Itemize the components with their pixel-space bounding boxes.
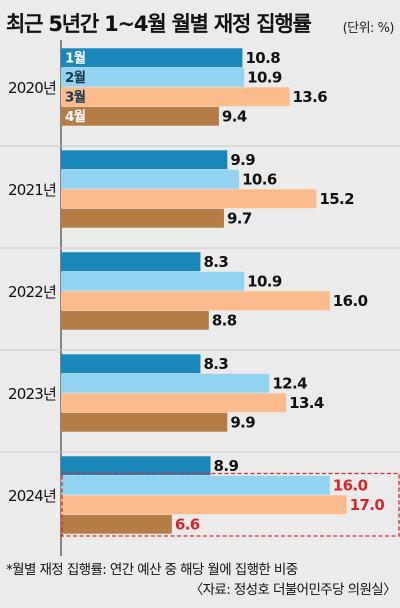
value-label: 8.9 [214,457,239,475]
value-label: 8.3 [203,355,228,373]
unit-label: (단위: %) [342,21,395,36]
value-label: 10.9 [247,69,282,87]
bar-4-3 [61,514,172,534]
value-label: 15.2 [319,190,354,208]
bar-1-0 [61,150,228,170]
value-label: 16.0 [333,292,368,310]
value-label: 9.9 [230,414,255,432]
value-label: 6.6 [175,516,200,534]
value-label: 13.4 [289,394,324,412]
value-label: 8.3 [203,253,228,271]
legend-label: 2월 [65,69,86,86]
bar-3-0 [61,354,201,374]
bar-2-2 [61,291,330,311]
value-label: 16.0 [333,477,368,495]
footnote: *월별 재정 집행률: 연간 예산 중 해당 월에 집행한 비중 [6,562,298,578]
bar-2-3 [61,310,209,330]
value-label: 9.4 [222,108,247,126]
year-label: 2023년 [8,385,56,403]
legend-label: 3월 [65,89,86,106]
year-label: 2024년 [8,487,56,505]
bar-0-0 [61,48,243,68]
year-label: 2021년 [8,181,56,199]
value-label: 13.6 [292,88,327,106]
title-row: 최근 5년간 1~4월 월별 재정 집행률 (단위: %) [6,4,396,44]
bar-0-3 [61,106,219,126]
value-label: 9.9 [230,151,255,169]
value-label: 17.0 [350,496,385,514]
bar-1-3 [61,208,224,228]
value-label: 8.8 [212,312,237,330]
bar-4-1 [61,475,330,495]
legend-label: 1월 [65,50,86,67]
year-label: 2022년 [8,283,56,301]
bar-1-1 [61,169,240,189]
source-label: 〈자료: 정성호 더불어민주당 의원실〉 [189,582,397,598]
bar-3-3 [61,412,228,432]
highlight-box [61,472,400,537]
footnote-block: *월별 재정 집행률: 연간 예산 중 해당 월에 집행한 비중 〈자료: 정성… [6,560,397,600]
value-label: 12.4 [272,375,307,393]
bar-chart: 2020년 10.8 1월 10.9 2월 13.6 3월 9.4 4월 2021년 9.9 10.6… [0,40,400,556]
chart-title: 최근 5년간 1~4월 월별 재정 집행률 [6,12,312,36]
bar-1-2 [61,189,317,209]
bar-3-1 [61,373,270,393]
value-label: 10.8 [245,49,280,67]
value-label: 10.6 [242,171,277,189]
value-label: 10.9 [247,273,282,291]
value-label: 9.7 [227,210,252,228]
bar-2-1 [61,271,245,291]
year-label: 2020년 [8,79,56,97]
legend-label: 4월 [65,108,86,125]
bar-3-2 [61,393,287,413]
bar-4-0 [61,456,211,476]
bar-0-1 [61,67,245,87]
bar-0-2 [61,87,290,107]
bar-2-0 [61,252,201,272]
bar-4-2 [61,495,347,515]
